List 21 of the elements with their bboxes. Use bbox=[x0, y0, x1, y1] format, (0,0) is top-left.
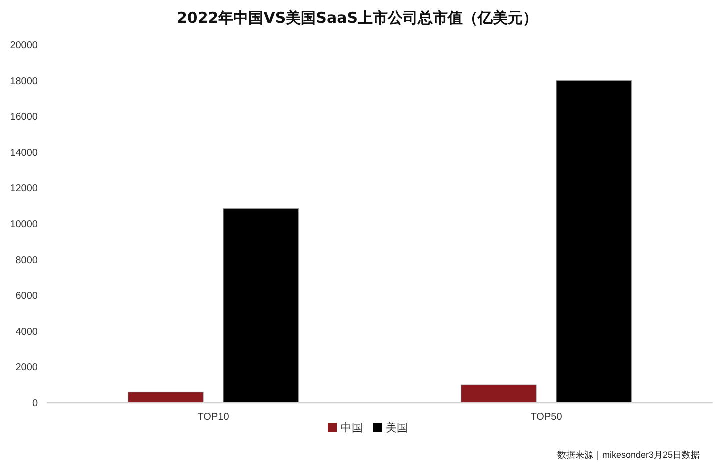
chart-title: 2022年中国VS美国SaaS上市公司总市值（亿美元） bbox=[176, 9, 538, 27]
y-tick-label: 16000 bbox=[10, 112, 38, 124]
x-tick-label: TOP10 bbox=[198, 412, 230, 423]
y-tick-label: 10000 bbox=[10, 220, 38, 230]
y-tick-label: 4000 bbox=[16, 326, 38, 338]
bar bbox=[128, 392, 204, 404]
y-tick-label: 2000 bbox=[16, 362, 38, 374]
y-tick-label: 14000 bbox=[10, 148, 38, 159]
source-note: 数据来源｜mikesonder3月25日数据 bbox=[557, 450, 700, 461]
y-tick-label: 8000 bbox=[16, 255, 38, 266]
y-tick-label: 0 bbox=[32, 398, 38, 410]
bar bbox=[223, 208, 300, 404]
y-tick-label: 6000 bbox=[16, 291, 38, 302]
y-tick-label: 20000 bbox=[10, 40, 38, 52]
y-tick-label: 12000 bbox=[10, 184, 38, 195]
legend-label: 中国 bbox=[341, 422, 363, 434]
bar bbox=[556, 80, 632, 404]
legend-label: 美国 bbox=[386, 422, 408, 434]
bar bbox=[460, 384, 537, 404]
y-tick-label: 18000 bbox=[10, 76, 38, 88]
x-tick-label: TOP50 bbox=[530, 412, 563, 423]
